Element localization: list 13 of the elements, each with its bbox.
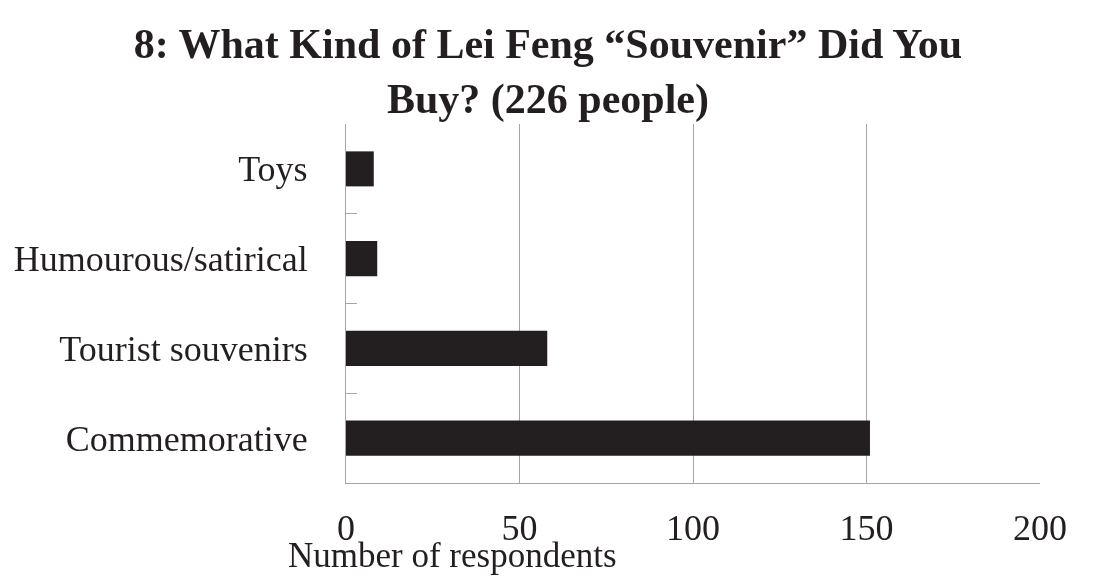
y-tick-label: Tourist souvenirs	[59, 328, 308, 369]
y-tick-label: Toys	[238, 149, 308, 190]
bar	[346, 151, 374, 187]
bar	[346, 420, 870, 456]
x-tick-label: 100	[666, 508, 720, 549]
bar	[346, 330, 548, 366]
x-tick-label: 150	[839, 508, 894, 549]
x-tick-label: 50	[501, 508, 538, 549]
bar	[346, 241, 378, 277]
y-tick-label: Commemorative	[65, 418, 308, 459]
y-tick-label: Humourous/satirical	[13, 239, 308, 280]
chart-title: 8: What Kind of Lei Feng “Souvenir” Did You Buy? (226 people)	[133, 21, 963, 123]
x-tick-label: 200	[1013, 508, 1067, 549]
